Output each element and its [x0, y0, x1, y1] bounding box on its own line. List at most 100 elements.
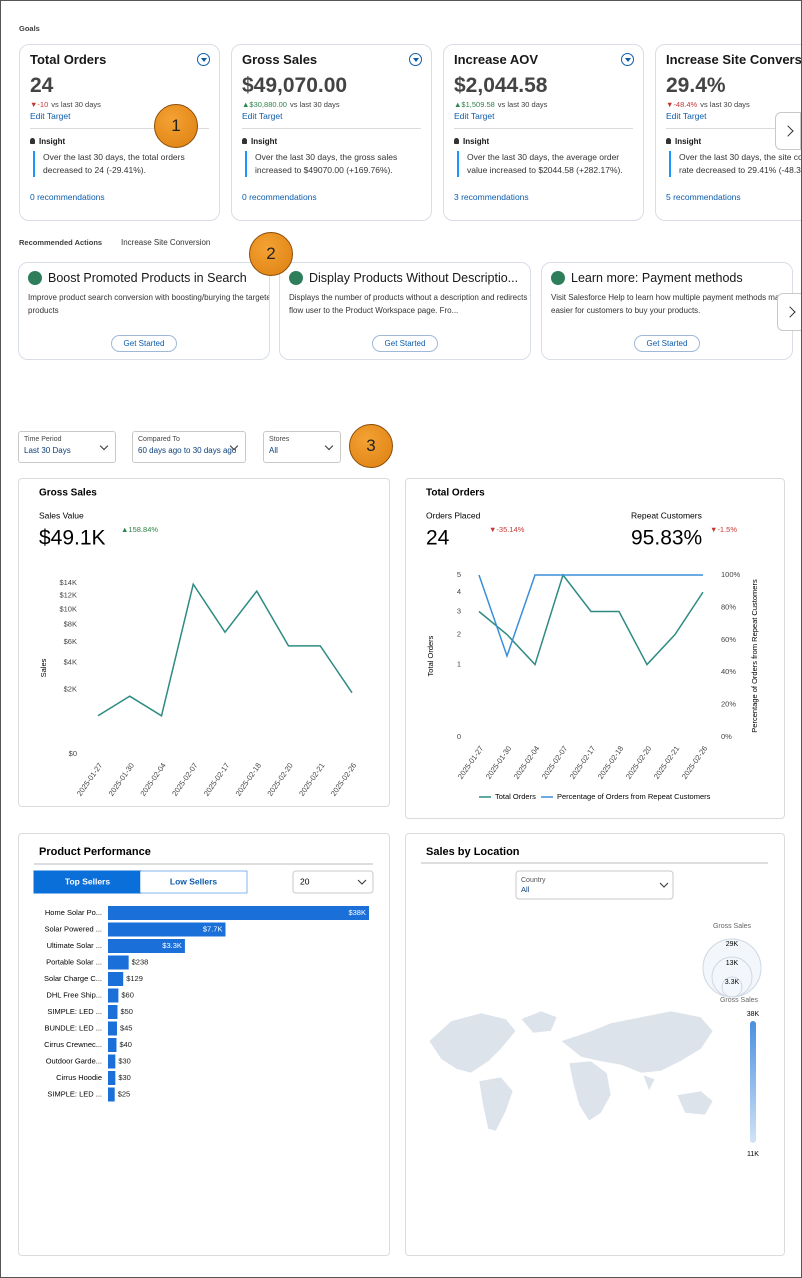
category-label: BUNDLE: LED ... — [44, 1023, 102, 1032]
goal-menu[interactable] — [197, 53, 210, 66]
tab-label[interactable]: Top Sellers — [65, 876, 110, 886]
edit-target[interactable]: Edit Target — [454, 111, 495, 121]
kpi-value: 24 — [426, 527, 450, 550]
goal-change: ▲$1,509.58 — [454, 100, 495, 109]
get-started-button[interactable]: Get Started — [634, 335, 700, 352]
divider — [30, 128, 209, 129]
category-label: Portable Solar ... — [46, 957, 102, 966]
y-axis-label: Total Orders — [426, 635, 435, 676]
country-filter[interactable] — [515, 870, 674, 900]
action-description: Displays the number of products without … — [289, 292, 530, 317]
recommendations-link[interactable]: 0 recommendations — [242, 192, 317, 202]
value-label: $50 — [120, 1007, 133, 1016]
filter-value: All — [269, 446, 278, 455]
divider — [454, 128, 633, 129]
y2-axis-label: Percentage of Orders from Repeat Custome… — [750, 579, 759, 733]
filter-value: 60 days ago to 30 days ago — [138, 446, 237, 455]
edit-target[interactable]: Edit Target — [242, 111, 283, 121]
goal-cards: Total Orders 24 ▼-10 vs last 30 days Edit Ta… — [19, 44, 801, 224]
goal-card: Increase AOV $2,044.58 ▲$1,509.58 vs last 3… — [443, 44, 644, 221]
kpi-label: Sales Value — [39, 510, 84, 520]
limit-select[interactable] — [292, 870, 374, 894]
bar — [108, 1087, 115, 1102]
value-label: $60 — [121, 990, 134, 999]
x-tick-label: 2025-02-04 — [512, 744, 541, 781]
y-tick-label: $10K — [59, 604, 77, 613]
action-description-text: Displays the number of products without … — [289, 293, 531, 315]
panel — [18, 833, 390, 1256]
series-line — [478, 574, 703, 659]
recommendations-link[interactable]: 0 recommendations — [30, 192, 105, 202]
y2-tick-label: 100% — [721, 570, 741, 579]
bar — [108, 1038, 117, 1052]
next-button[interactable] — [775, 112, 801, 150]
filter-label: Compared To — [138, 436, 180, 443]
bar — [108, 1021, 117, 1036]
next-button[interactable] — [777, 293, 801, 331]
goal-change: ▼-48.4% — [666, 100, 698, 109]
kpi-change: ▼-35.14% — [489, 525, 525, 534]
chart-title: Total Orders — [426, 488, 485, 499]
recommendations-link[interactable]: 5 recommendations — [666, 192, 741, 202]
color-legend-bar — [750, 1021, 756, 1143]
y-tick-label: $12K — [59, 591, 77, 600]
y-tick-label: 2 — [457, 630, 461, 639]
y2-tick-label: 0% — [721, 732, 732, 741]
y-tick-label: $4K — [64, 658, 77, 667]
recommendations-link[interactable]: 3 recommendations — [454, 192, 529, 202]
panel-title: Sales by Location — [426, 846, 520, 858]
goal-menu[interactable] — [621, 53, 634, 66]
chevron — [659, 882, 669, 888]
bar — [108, 1054, 116, 1069]
edit-target[interactable]: Edit Target — [30, 111, 71, 121]
goal-value: $49,070.00 — [242, 74, 348, 97]
x-tick-label: 2025-02-04 — [138, 761, 167, 798]
annotation-badge: 1 — [154, 104, 198, 148]
bar — [108, 1071, 116, 1085]
action-title: Display Products Without Descriptio... — [289, 270, 521, 286]
series-line — [97, 582, 353, 717]
y-tick-label: $14K — [59, 578, 77, 587]
goal-tab[interactable]: Increase Site Conversion — [121, 238, 211, 247]
chevron — [357, 879, 367, 885]
x-tick-label: 2025-01-30 — [107, 761, 136, 798]
tab-label[interactable]: Low Sellers — [170, 876, 218, 886]
goal-menu[interactable] — [409, 53, 422, 66]
bar — [108, 972, 124, 986]
value-label: $129 — [126, 974, 143, 983]
get-started-button[interactable]: Get Started — [111, 335, 177, 352]
insight-text: Over the last 30 days, the total orders … — [33, 151, 209, 177]
kpi-label: Orders Placed — [426, 510, 481, 520]
goal-comparison: vs last 30 days — [289, 100, 340, 109]
action-card: Display Products Without Descriptio... Di… — [279, 262, 531, 360]
value-label: $40 — [119, 1040, 132, 1049]
action-title: Boost Promoted Products in Search — [28, 270, 260, 286]
get-started-button[interactable]: Get Started — [372, 335, 438, 352]
insight-title: Insight — [666, 137, 801, 146]
goal-change-line: ▼-10 vs last 30 days — [30, 100, 209, 109]
category-label: SIMPLE: LED ... — [47, 1007, 102, 1016]
divider — [242, 128, 421, 129]
x-tick-label: 2025-01-27 — [75, 761, 104, 798]
filter[interactable]: Time Period Last 30 Days — [18, 431, 116, 463]
goal-title: Total Orders — [30, 52, 107, 67]
edit-target[interactable]: Edit Target — [666, 111, 707, 121]
x-tick-label: 2025-02-20 — [624, 744, 653, 781]
limit-value: 20 — [300, 876, 310, 886]
goal-title: Increase AOV — [454, 52, 539, 67]
filter[interactable]: Stores All — [263, 431, 341, 463]
category-label: SIMPLE: LED ... — [47, 1089, 102, 1098]
category-label: Outdoor Garde... — [46, 1056, 102, 1065]
panel — [18, 478, 390, 807]
category-label: Solar Powered ... — [44, 924, 102, 933]
y-axis-label: Sales — [39, 658, 48, 677]
tab[interactable] — [139, 870, 248, 894]
goal-title: Increase Site Conversion — [666, 52, 801, 67]
kpi-value: $49.1K — [39, 527, 106, 550]
annotation-badge: 3 — [349, 424, 393, 468]
y2-tick-label: 60% — [721, 635, 736, 644]
action-description-text: Improve product search conversion with b… — [28, 293, 270, 315]
filter[interactable]: Compared To 60 days ago to 30 days ago — [132, 431, 246, 463]
value-label: $45 — [120, 1023, 133, 1032]
action-description: Visit Salesforce Help to learn how multi… — [551, 292, 792, 317]
